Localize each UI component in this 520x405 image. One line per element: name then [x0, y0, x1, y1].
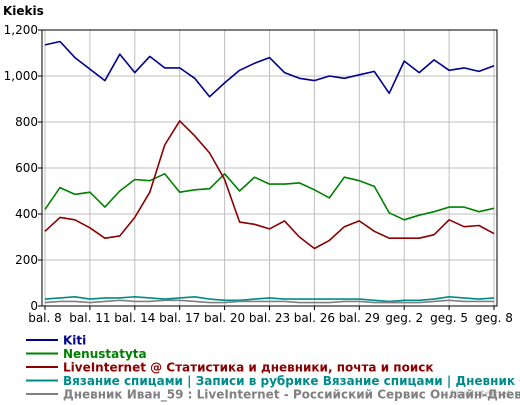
- x-tick-label: bal. 23: [249, 311, 290, 325]
- legend-label: Nenustatyta: [63, 347, 147, 361]
- legend-label: Вязание спицами | Записи в рубрике Вязан…: [63, 374, 520, 388]
- x-axis-ticks: bal. 8 bal. 11 bal. 14 bal. 17 bal. 20 bal. 2…: [28, 306, 513, 325]
- y-tick-label: 200: [15, 253, 38, 267]
- x-tick-label: bal. 26: [294, 311, 335, 325]
- watermark: LiveInternet: [451, 389, 511, 400]
- y-tick-label: 0: [30, 299, 38, 313]
- x-tick-label: bal. 14: [114, 311, 155, 325]
- y-tick-label: 800: [15, 115, 38, 129]
- x-tick-label: bal. 11: [69, 311, 110, 325]
- y-tick-label: 600: [15, 161, 38, 175]
- series-line-2: [44, 173, 495, 221]
- series-line-3: [44, 120, 495, 250]
- x-tick-label: geg. 2: [385, 311, 423, 325]
- series-line-4: [44, 295, 495, 303]
- x-tick-label: bal. 29: [339, 311, 380, 325]
- y-tick-label: 400: [15, 207, 38, 221]
- x-tick-label: bal. 20: [204, 311, 245, 325]
- x-tick-label: bal. 17: [159, 311, 200, 325]
- series-lines: [44, 40, 495, 304]
- y-tick-label: 1,200: [4, 23, 38, 37]
- legend-label: Дневник Иван_59 : LiveInternet - Российс…: [63, 388, 520, 403]
- x-tick-label: geg. 8: [475, 311, 513, 325]
- y-axis-ticks: 0 200 400 600 800 1,000 1,200: [4, 23, 42, 313]
- x-tick-label: bal. 8: [28, 311, 62, 325]
- series-line-1: [44, 40, 495, 98]
- y-axis-label: Kiekis: [3, 4, 44, 18]
- grid: [42, 29, 497, 307]
- legend-label: LiveInternet @ Статистика и дневники, по…: [63, 361, 434, 375]
- series-line-5: [44, 299, 494, 304]
- legend-label: Kiti: [63, 334, 86, 348]
- y-tick-label: 1,000: [4, 69, 38, 83]
- x-tick-label: geg. 5: [430, 311, 468, 325]
